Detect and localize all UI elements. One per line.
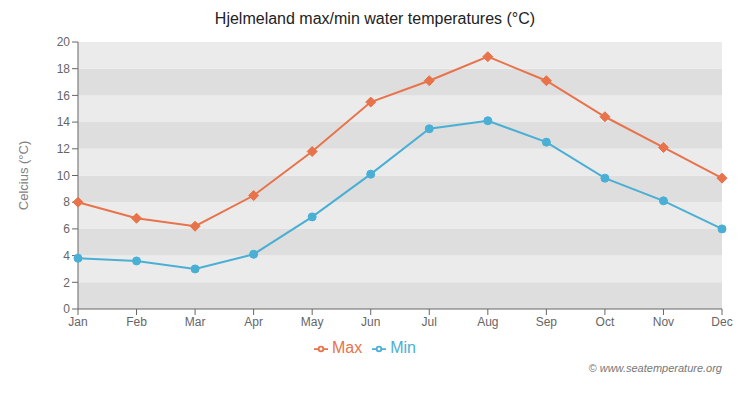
svg-text:Nov: Nov (653, 315, 674, 329)
svg-text:14: 14 (57, 115, 71, 129)
svg-text:18: 18 (57, 62, 71, 76)
svg-text:10: 10 (57, 169, 71, 183)
svg-text:4: 4 (63, 249, 70, 263)
svg-text:8: 8 (63, 195, 70, 209)
svg-text:Dec: Dec (711, 315, 732, 329)
svg-text:May: May (301, 315, 324, 329)
html-text:Min: Min (390, 339, 416, 356)
svg-text:Feb: Feb (126, 315, 147, 329)
svg-text:Sep: Sep (536, 315, 558, 329)
svg-text:2: 2 (63, 276, 70, 290)
html-text:Max: Max (332, 339, 363, 356)
svg-text:Oct: Oct (596, 315, 615, 329)
svg-text:Aug: Aug (477, 315, 498, 329)
html-text:© www.seatemperature.org: © www.seatemperature.org (588, 362, 722, 374)
svg-text:Jan: Jan (68, 315, 87, 329)
svg-text:0: 0 (63, 302, 70, 316)
html-text:Hjelmeland max/min water tempe: Hjelmeland max/min water temperatures (°… (214, 10, 536, 27)
svg-text:6: 6 (63, 222, 70, 236)
svg-text:20: 20 (57, 35, 71, 49)
svg-text:Celcius (°C): Celcius (°C) (16, 141, 31, 210)
svg-text:Jun: Jun (361, 315, 380, 329)
svg-text:16: 16 (57, 89, 71, 103)
svg-text:Jul: Jul (422, 315, 437, 329)
svg-text:12: 12 (57, 142, 71, 156)
svg-text:Apr: Apr (244, 315, 263, 329)
svg-text:Mar: Mar (185, 315, 206, 329)
